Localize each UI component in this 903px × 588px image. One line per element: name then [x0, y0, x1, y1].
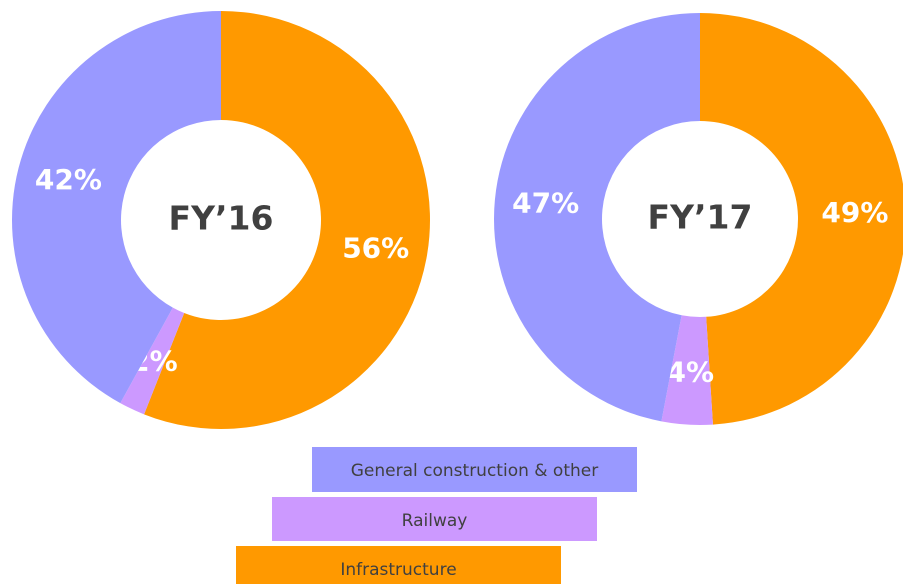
donut-center-title: FY’17	[648, 198, 753, 237]
donut-slice	[120, 307, 185, 415]
donut-center-title: FY’16	[169, 199, 274, 238]
legend-swatch	[236, 546, 561, 586]
value-label: 47%	[512, 186, 579, 219]
donut-slice	[661, 315, 713, 425]
donut-slice	[700, 13, 903, 425]
legend-swatch	[272, 497, 597, 541]
donut-slice	[144, 11, 431, 430]
legend-swatch	[312, 447, 637, 492]
legend-label: Railway	[402, 511, 468, 531]
value-label: 49%	[821, 196, 888, 229]
donut-slice	[11, 11, 221, 404]
value-label: 4%	[666, 356, 714, 389]
legend-label: General construction & other	[351, 461, 598, 481]
value-label: 42%	[35, 163, 102, 196]
donut-slice	[494, 13, 700, 422]
legend-label: Infrastructure	[340, 560, 456, 580]
value-label: 56%	[342, 232, 409, 265]
